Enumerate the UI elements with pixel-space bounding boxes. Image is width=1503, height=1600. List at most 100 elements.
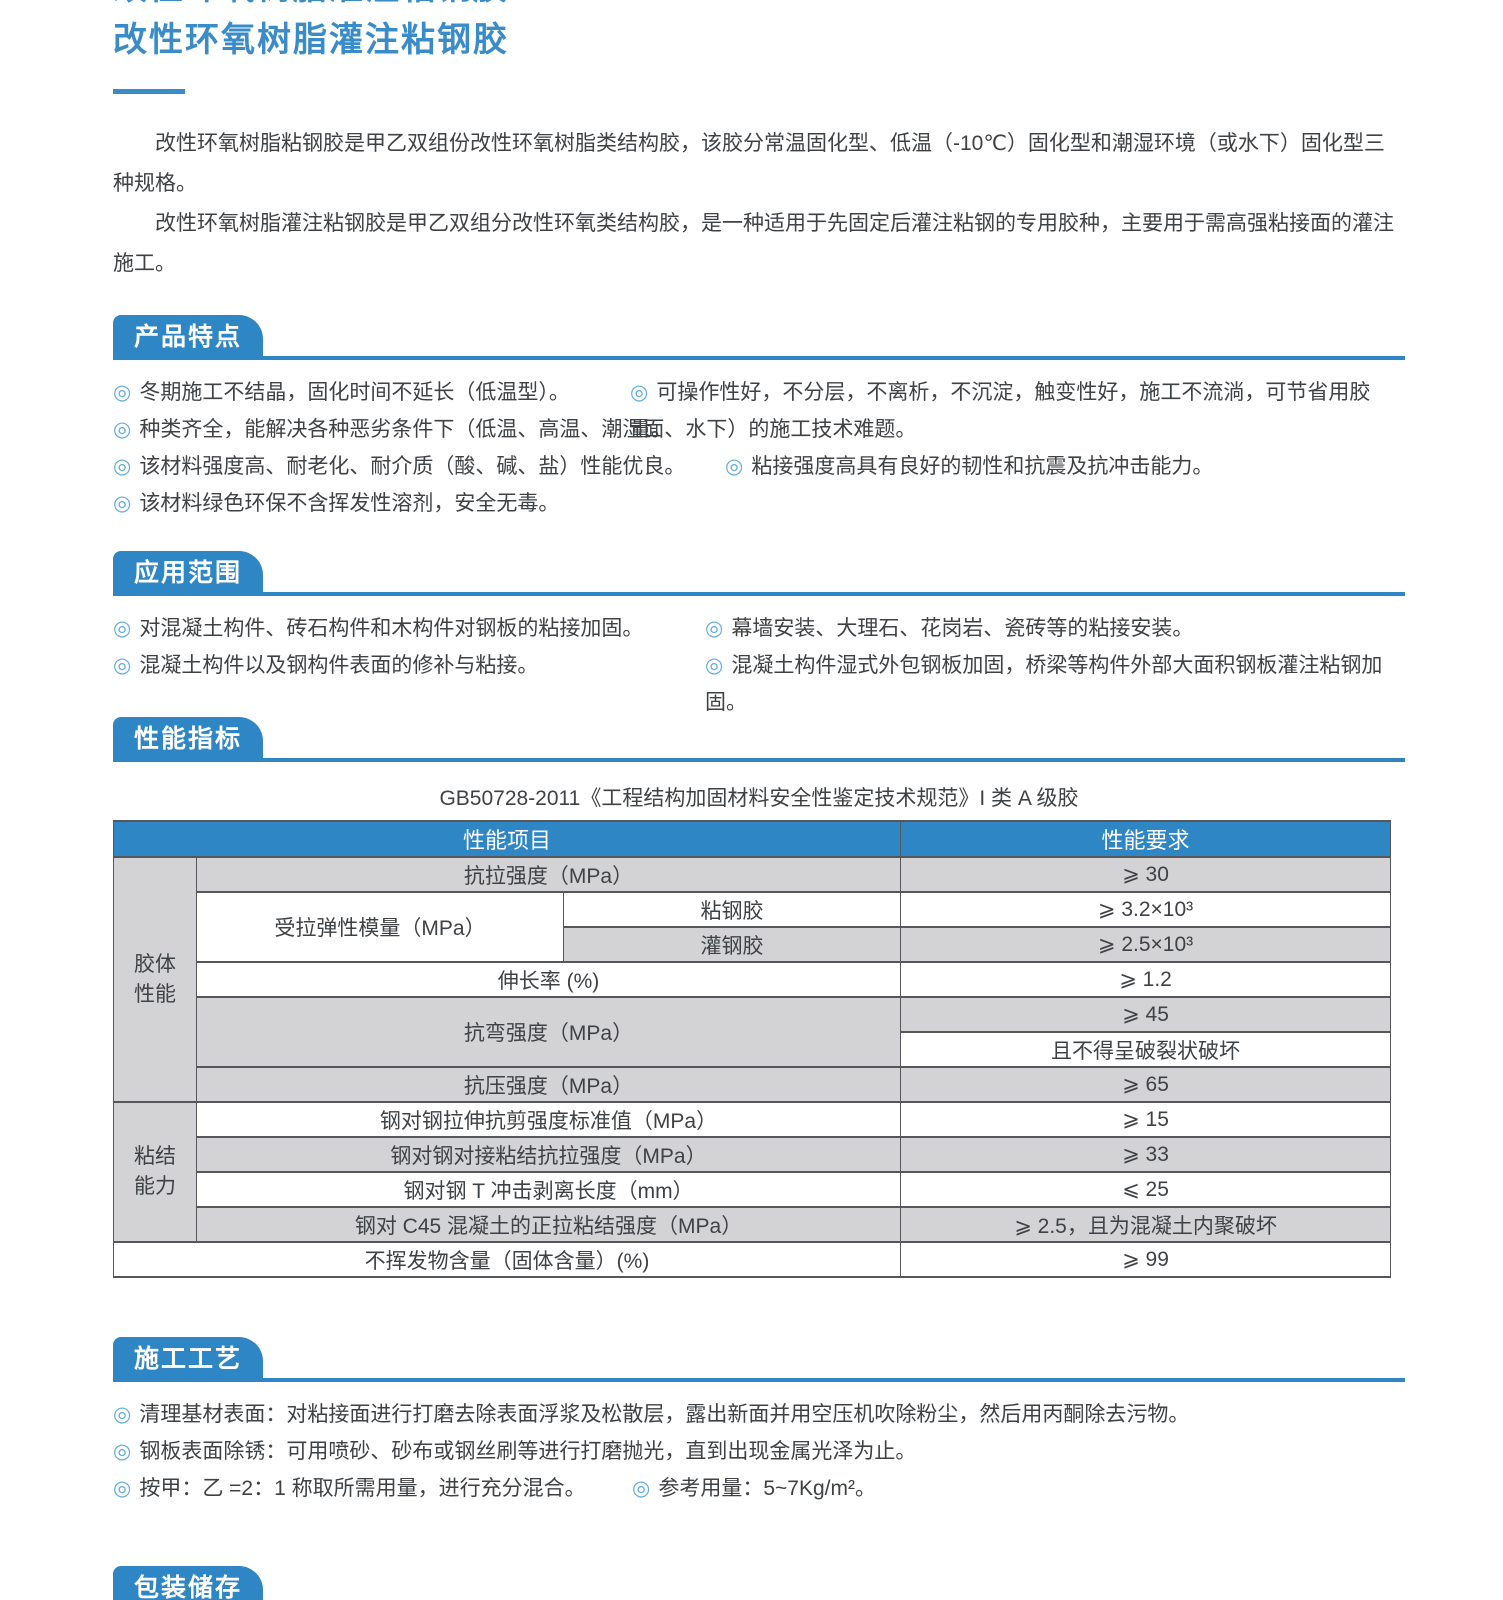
bullet-icon: ◎ bbox=[113, 492, 132, 515]
bullet-icon: ◎ bbox=[113, 1440, 132, 1463]
cell-compressive-req: ⩾ 65 bbox=[900, 1066, 1392, 1103]
performance-table: 性能项目 性能要求 胶体 性能 抗拉强度（MPa） ⩾ 30 受拉弹性模量（MP… bbox=[112, 820, 1392, 1278]
section-underline bbox=[113, 758, 1405, 762]
intro-block: 改性环氧树脂粘钢胶是甲乙双组份改性环氧树脂类结构胶，该胶分常温固化型、低温（-1… bbox=[113, 124, 1405, 284]
cell-tensile-label: 抗拉强度（MPa） bbox=[195, 856, 902, 893]
title-underline bbox=[113, 89, 185, 94]
cell-butt-label: 钢对钢对接粘结抗拉强度（MPa） bbox=[195, 1136, 902, 1173]
bullet-icon: ◎ bbox=[113, 418, 132, 441]
section-underline bbox=[113, 592, 1405, 596]
section-underline bbox=[113, 1378, 1405, 1382]
section-header-performance: 性能指标 bbox=[113, 714, 1405, 762]
process-bullets: ◎ 清理基材表面：对粘接面进行打磨去除表面浮浆及松散层，露出新面并用空压机吹除粉尘… bbox=[113, 1396, 1405, 1507]
cell-modulus-req2: ⩾ 2.5×10³ bbox=[900, 926, 1392, 963]
table-header-requirement: 性能要求 bbox=[900, 820, 1392, 858]
bullet-icon: ◎ bbox=[113, 1403, 132, 1426]
bullet-text: 对混凝土构件、砖石构件和木构件对钢板的粘接加固。 bbox=[139, 617, 644, 640]
bullet-row: ◎ 按甲：乙 =2：1 称取所需用量，进行充分混合。 ◎ 参考用量：5~7Kg/m²… bbox=[113, 1470, 1405, 1507]
bullet-icon: ◎ bbox=[113, 1477, 132, 1500]
table-caption: GB50728-2011《工程结构加固材料安全性鉴定技术规范》I 类 A 级胶 bbox=[439, 787, 1079, 810]
cell-flexural-req2: 且不得呈破裂状破坏 bbox=[900, 1031, 1392, 1068]
bullet-icon: ◎ bbox=[725, 455, 744, 478]
section-header-features: 产品特点 bbox=[113, 312, 1405, 360]
bullet-row: ◎ 种类齐全，能解决各种恶劣条件下（低温、高温、潮湿面、水下）的施工技术难题。 bbox=[113, 411, 1405, 448]
bullet-row: ◎ 该材料绿色环保不含挥发性溶剂，安全无毒。 bbox=[113, 485, 1405, 522]
bullet-icon: ◎ bbox=[630, 381, 649, 404]
table-header-item: 性能项目 bbox=[112, 820, 902, 858]
cell-peel-label: 钢对钢 T 冲击剥离长度（mm） bbox=[195, 1171, 902, 1208]
intro-paragraph-2: 改性环氧树脂灌注粘钢胶是甲乙双组分改性环氧类结构胶，是一种适用于先固定后灌注粘钢… bbox=[113, 212, 1394, 275]
bullet-row: ◎ 对混凝土构件、砖石构件和木构件对钢板的粘接加固。 ◎ 幕墙安装、大理石、花岗岩、… bbox=[113, 610, 1405, 647]
section-badge-process: 施工工艺 bbox=[113, 1337, 263, 1382]
cell-c45-req: ⩾ 2.5，且为混凝土内聚破坏 bbox=[900, 1206, 1392, 1243]
section-badge-features: 产品特点 bbox=[113, 315, 263, 360]
table-row: 受拉弹性模量（MPa） 粘钢胶 ⩾ 3.2×10³ bbox=[114, 891, 1392, 963]
bullet-text: 该材料强度高、耐老化、耐介质（酸、碱、盐）性能优良。 bbox=[139, 455, 686, 478]
bullet-text: 可操作性好，不分层，不离析，不沉淀，触变性好，施工不流淌，可节省用胶量。 bbox=[630, 381, 1371, 441]
bullet-icon: ◎ bbox=[705, 617, 724, 640]
bullet-text: 该材料绿色环保不含挥发性溶剂，安全无毒。 bbox=[139, 492, 560, 515]
bullet-icon: ◎ bbox=[113, 654, 132, 677]
cell-c45-label: 钢对 C45 混凝土的正拉粘结强度（MPa） bbox=[195, 1206, 902, 1243]
cell-butt-req: ⩾ 33 bbox=[900, 1136, 1392, 1173]
features-bullets: ◎ 冬期施工不结晶，固化时间不延长（低温型）。 ◎ 可操作性好，不分层，不离析，不沉… bbox=[113, 374, 1405, 522]
cropped-title-sliver: 改性环氧树脂灌注粘钢胶 bbox=[113, 0, 509, 9]
bullet-row: ◎ 混凝土构件以及钢构件表面的修补与粘接。 ◎ 混凝土构件湿式外包钢板加固，桥梁等构… bbox=[113, 647, 1405, 714]
table-header-row: 性能项目 性能要求 bbox=[112, 820, 1392, 858]
page-title: 改性环氧树脂灌注粘钢胶 bbox=[113, 21, 509, 59]
group-cell-colloid: 胶体 性能 bbox=[113, 856, 197, 1103]
cell-elongation-label: 伸长率 (%) bbox=[195, 961, 902, 998]
bullet-icon: ◎ bbox=[113, 455, 132, 478]
bullet-text: 钢板表面除锈：可用喷砂、砂布或钢丝刷等进行打磨抛光，直到出现金属光泽为止。 bbox=[139, 1440, 917, 1463]
section-badge-performance: 性能指标 bbox=[113, 717, 263, 762]
bullet-icon: ◎ bbox=[705, 654, 724, 677]
bullet-row: ◎ 该材料强度高、耐老化、耐介质（酸、碱、盐）性能优良。 ◎ 粘接强度高具有良好的韧… bbox=[113, 448, 1405, 485]
cell-solid-label: 不挥发物含量（固体含量）(%) bbox=[112, 1241, 902, 1278]
bullet-text: 参考用量：5~7Kg/m²。 bbox=[658, 1477, 876, 1500]
section-underline bbox=[113, 356, 1405, 360]
bullet-text: 按甲：乙 =2：1 称取所需用量，进行充分混合。 bbox=[139, 1477, 586, 1500]
table-row: 灌钢胶 ⩾ 2.5×10³ bbox=[114, 926, 1392, 963]
applications-bullets: ◎ 对混凝土构件、砖石构件和木构件对钢板的粘接加固。 ◎ 幕墙安装、大理石、花岗岩、… bbox=[113, 610, 1405, 714]
table-row: 伸长率 (%) ⩾ 1.2 bbox=[114, 961, 1392, 998]
bullet-icon: ◎ bbox=[113, 617, 132, 640]
table-row: 胶体 性能 抗拉强度（MPa） ⩾ 30 bbox=[113, 856, 1392, 1103]
table-row: 粘结 能力 钢对钢拉伸抗剪强度标准值（MPa） ⩾ 15 bbox=[113, 1101, 1392, 1243]
cell-flexural-req1: ⩾ 45 bbox=[900, 996, 1392, 1033]
cell-shear-label: 钢对钢拉伸抗剪强度标准值（MPa） bbox=[195, 1101, 902, 1138]
cell-solid-req: ⩾ 99 bbox=[900, 1241, 1392, 1278]
cell-modulus-sub2: 灌钢胶 bbox=[562, 926, 902, 963]
bullet-icon: ◎ bbox=[632, 1477, 651, 1500]
page-content: 改性环氧树脂灌注粘钢胶 改性环氧树脂粘钢胶是甲乙双组份改性环氧树脂类结构胶，该胶… bbox=[112, 0, 1405, 1600]
table-row: 不挥发物含量（固体含量）(%) ⩾ 99 bbox=[112, 1241, 1392, 1278]
cell-flexural-label: 抗弯强度（MPa） bbox=[195, 996, 902, 1068]
cell-peel-req: ⩽ 25 bbox=[900, 1171, 1392, 1208]
bullet-text: 混凝土构件湿式外包钢板加固，桥梁等构件外部大面积钢板灌注粘钢加固。 bbox=[705, 654, 1383, 714]
cell-shear-req: ⩾ 15 bbox=[900, 1101, 1392, 1138]
bullet-icon: ◎ bbox=[113, 381, 132, 404]
bullet-text: 粘接强度高具有良好的韧性和抗震及抗冲击能力。 bbox=[751, 455, 1214, 478]
bullet-text: 幕墙安装、大理石、花岗岩、瓷砖等的粘接安装。 bbox=[731, 617, 1194, 640]
section-header-process: 施工工艺 bbox=[113, 1334, 1405, 1382]
table-row: 且不得呈破裂状破坏 bbox=[114, 1031, 1392, 1068]
group-cell-bond: 粘结 能力 bbox=[113, 1101, 197, 1243]
table-row: 钢对 C45 混凝土的正拉粘结强度（MPa） ⩾ 2.5，且为混凝土内聚破坏 bbox=[114, 1206, 1392, 1243]
section-header-applications: 应用范围 bbox=[113, 548, 1405, 596]
bullet-text: 冬期施工不结晶，固化时间不延长（低温型）。 bbox=[139, 381, 570, 404]
cell-elongation-req: ⩾ 1.2 bbox=[900, 961, 1392, 998]
section-header-storage: 包装储存 bbox=[113, 1563, 1405, 1600]
table-row: 钢对钢 T 冲击剥离长度（mm） ⩽ 25 bbox=[114, 1171, 1392, 1208]
table-row: 钢对钢对接粘结抗拉强度（MPa） ⩾ 33 bbox=[114, 1136, 1392, 1173]
bullet-text: 混凝土构件以及钢构件表面的修补与粘接。 bbox=[139, 654, 539, 677]
bullet-row: ◎ 钢板表面除锈：可用喷砂、砂布或钢丝刷等进行打磨抛光，直到出现金属光泽为止。 bbox=[113, 1433, 1405, 1470]
section-badge-applications: 应用范围 bbox=[113, 551, 263, 596]
bullet-text: 种类齐全，能解决各种恶劣条件下（低温、高温、潮湿面、水下）的施工技术难题。 bbox=[139, 418, 917, 441]
table-row: 抗压强度（MPa） ⩾ 65 bbox=[114, 1066, 1392, 1103]
bullet-text: 清理基材表面：对粘接面进行打磨去除表面浮浆及松散层，露出新面并用空压机吹除粉尘，… bbox=[139, 1403, 1190, 1426]
table-row: 抗弯强度（MPa） ⩾ 45 bbox=[114, 996, 1392, 1068]
cell-modulus-sub1: 粘钢胶 bbox=[562, 891, 902, 928]
section-badge-storage: 包装储存 bbox=[113, 1566, 263, 1600]
cell-tensile-req: ⩾ 30 bbox=[900, 856, 1392, 893]
bullet-row: ◎ 冬期施工不结晶，固化时间不延长（低温型）。 ◎ 可操作性好，不分层，不离析，不沉… bbox=[113, 374, 1405, 441]
cell-compressive-label: 抗压强度（MPa） bbox=[195, 1066, 902, 1103]
